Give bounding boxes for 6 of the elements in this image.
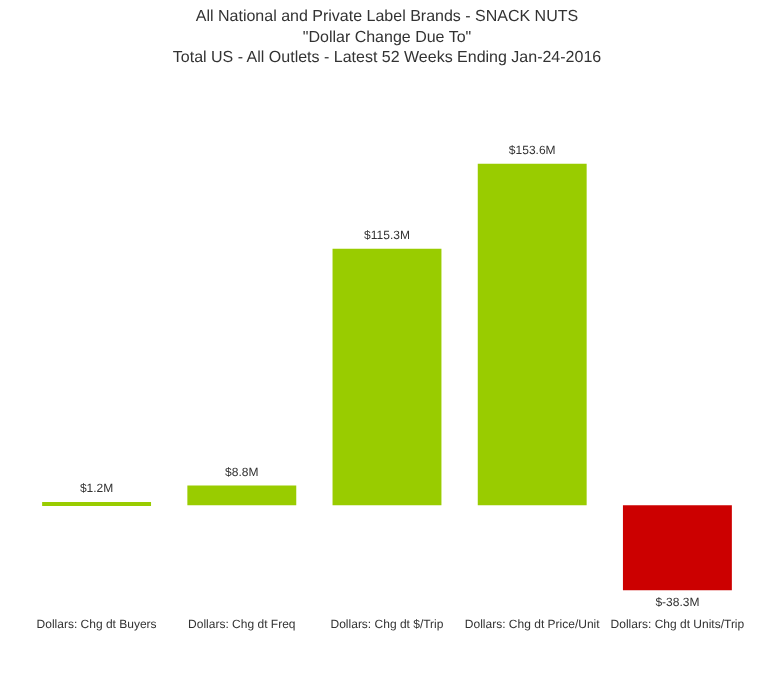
bar xyxy=(332,248,442,506)
chart-subtitle: "Dollar Change Due To" Total US - All Outlets - Latest 52 Weeks Ending Jan-24-2016 xyxy=(172,27,603,67)
bar xyxy=(477,163,587,506)
bar xyxy=(622,505,732,591)
bar xyxy=(187,485,297,506)
chart-title: All National and Private Label Brands - SNACK NUTS xyxy=(195,6,579,25)
